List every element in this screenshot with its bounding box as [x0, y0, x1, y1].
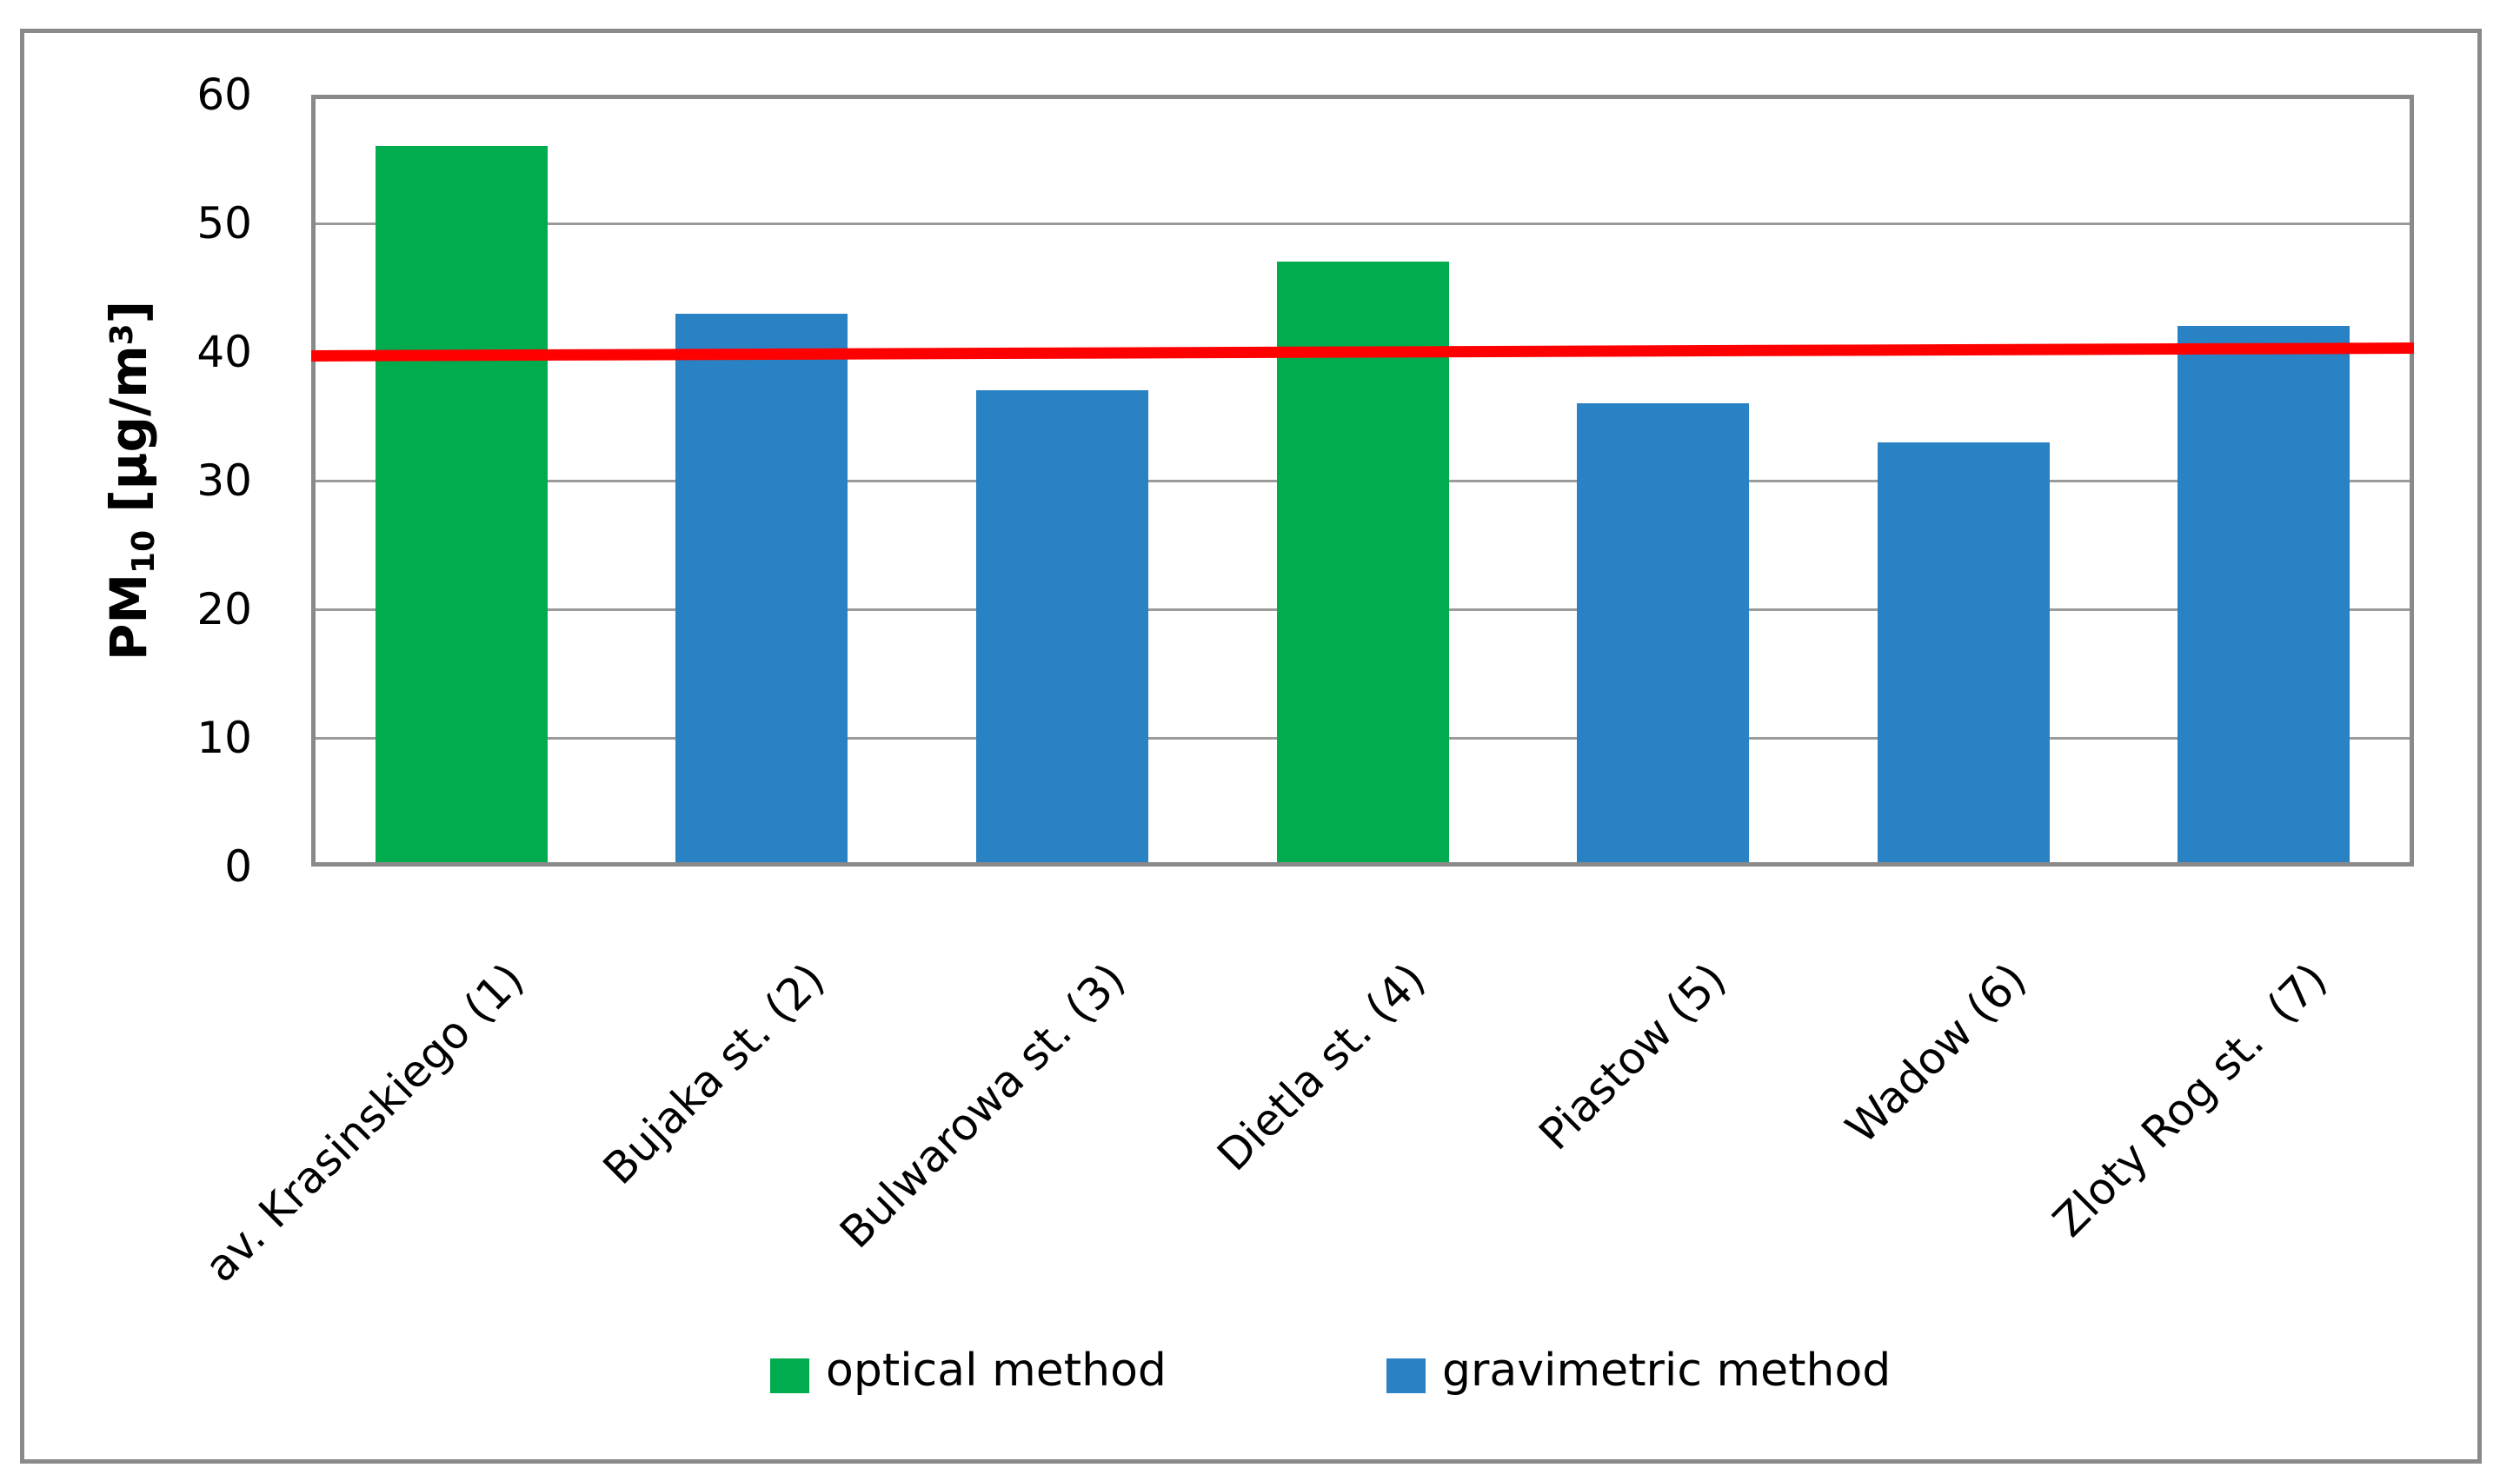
bar-2 [675, 313, 848, 867]
y-tick-label-0: 0 [224, 841, 252, 892]
y-tick-label-30: 30 [196, 455, 252, 506]
y-axis-title-unit-close: ] [99, 300, 159, 324]
gridline-50 [311, 222, 2414, 225]
bar-4 [1276, 262, 1449, 867]
y-tick-label-60: 60 [196, 70, 252, 120]
y-axis-title-subscript: 10 [125, 529, 162, 574]
legend-label-gravimetric: gravimetric method [1442, 1345, 1892, 1397]
legend-swatch-optical [770, 1358, 809, 1393]
bar-5 [1577, 403, 1750, 867]
y-tick-label-10: 10 [196, 713, 252, 763]
bar-7 [2178, 326, 2350, 867]
plot-area [311, 95, 2414, 867]
bar-3 [975, 390, 1148, 867]
legend-label-optical: optical method [826, 1345, 1167, 1397]
legend-swatch-gravimetric [1386, 1358, 1426, 1393]
y-tick-label-40: 40 [196, 327, 252, 377]
y-tick-label-20: 20 [196, 584, 252, 634]
bar-1 [375, 146, 548, 867]
y-tick-label-50: 50 [196, 198, 252, 249]
figure-border [20, 29, 2482, 1464]
bar-6 [1877, 442, 2050, 867]
